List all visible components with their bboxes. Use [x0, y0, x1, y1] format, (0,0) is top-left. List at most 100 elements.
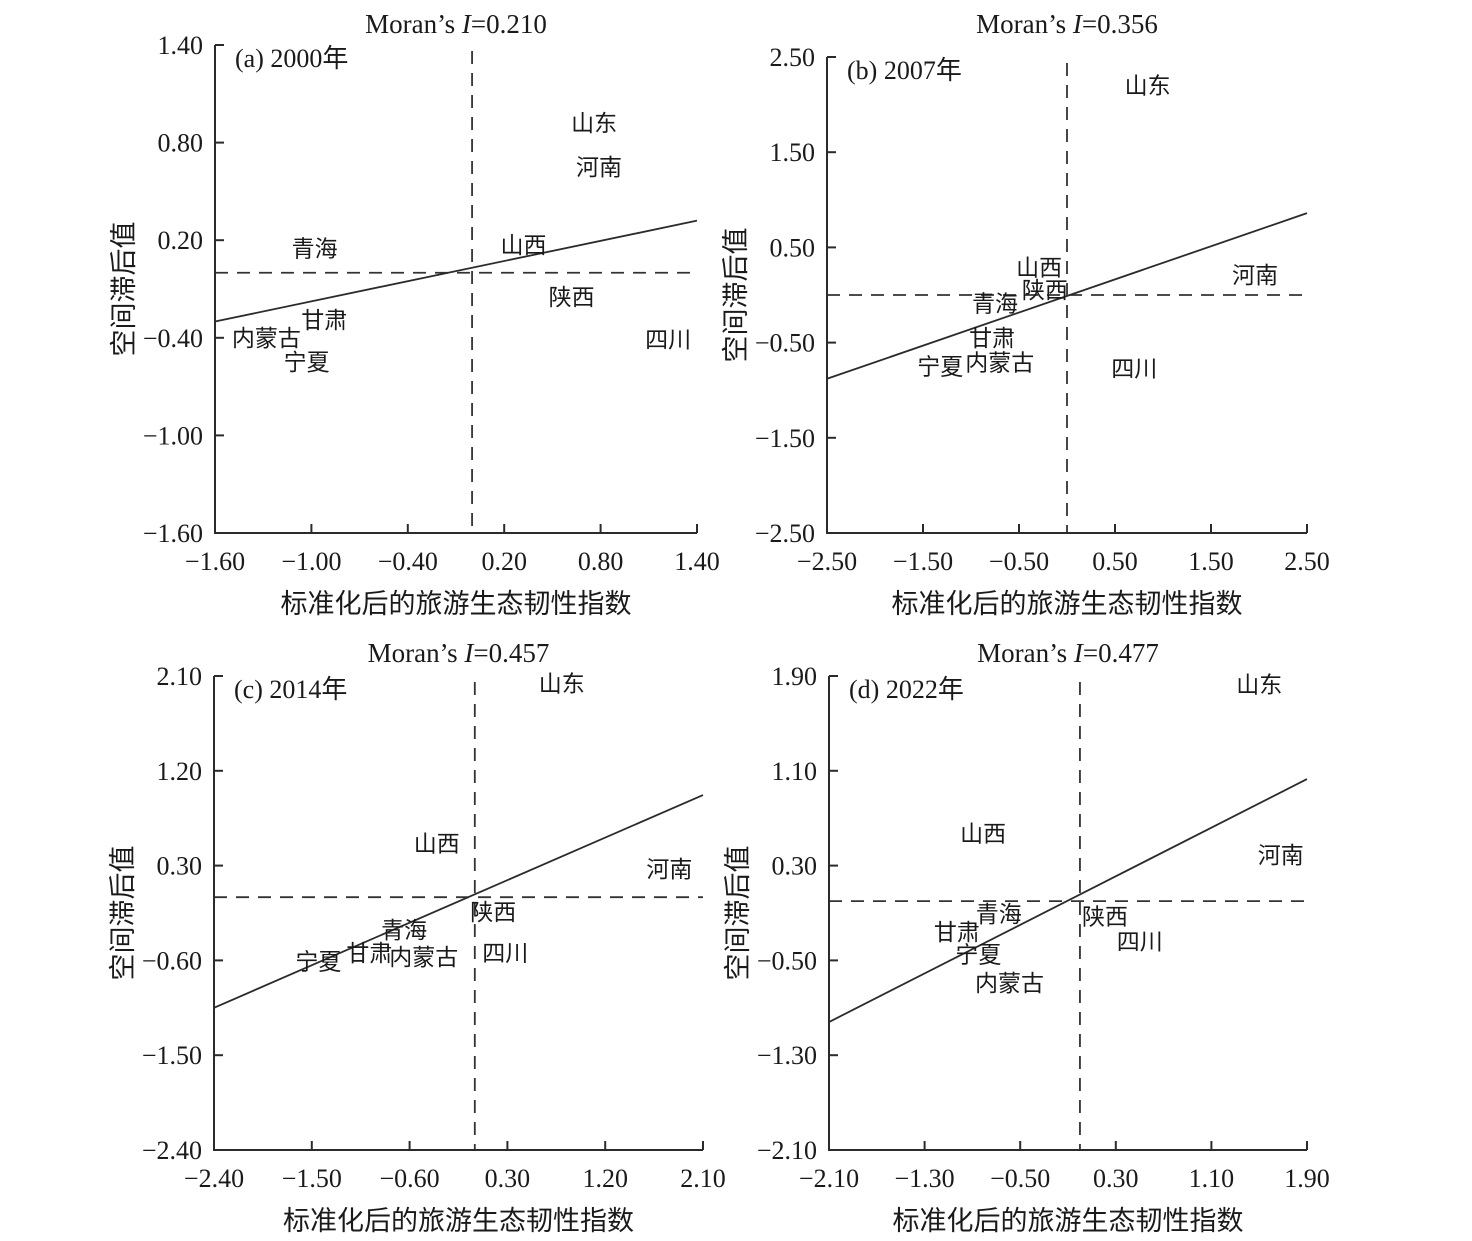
x-axis-title: 标准化后的旅游生态韧性指数: [892, 589, 1243, 619]
province-label: 甘肃: [301, 308, 347, 333]
y-axis-title: 空间滞后值: [108, 846, 138, 981]
moran-title: Moran’s I=0.477: [977, 638, 1159, 668]
x-tick-label: 1.40: [674, 547, 720, 576]
province-label: 四川: [1117, 929, 1163, 954]
y-tick-label: −0.50: [755, 329, 815, 358]
x-tick-label: −0.40: [378, 547, 438, 576]
province-label: 河南: [1258, 843, 1304, 868]
province-label: 内蒙古: [975, 971, 1044, 996]
x-tick-label: −1.00: [281, 547, 341, 576]
y-tick-label: 0.50: [770, 233, 816, 262]
province-label: 山西: [960, 822, 1006, 847]
y-tick-label: −1.30: [757, 1041, 817, 1070]
panel-b: −2.50 −1.50 −0.50 0.50 1.50 2.50 2.50 1.50 0.50 −…: [721, 9, 1330, 619]
x-axis-title: 标准化后的旅游生态韧性指数: [281, 589, 632, 619]
x-tick-label: −1.50: [282, 1164, 342, 1193]
x-tick-label: 0.30: [485, 1164, 531, 1193]
province-label: 山东: [1125, 74, 1171, 99]
x-tick-label: 1.20: [582, 1164, 628, 1193]
x-tick-label: −1.50: [893, 547, 953, 576]
y-tick-label: −2.40: [142, 1136, 202, 1165]
province-label: 宁夏: [917, 354, 963, 379]
y-tick-label: −0.60: [142, 946, 202, 975]
panel-year-label: (d) 2022年: [849, 675, 964, 704]
x-tick-label: 1.10: [1189, 1164, 1235, 1193]
x-tick-label: 1.50: [1188, 547, 1234, 576]
x-tick-label: −2.10: [799, 1164, 859, 1193]
y-tick-label: −1.60: [143, 519, 203, 548]
x-tick-label: 0.20: [481, 547, 527, 576]
y-tick-label: −1.50: [142, 1041, 202, 1070]
province-label: 青海: [381, 918, 427, 943]
province-label: 河南: [646, 857, 692, 882]
y-tick-label: −0.40: [143, 324, 203, 353]
trend-line: [826, 212, 1308, 380]
province-label: 宁夏: [295, 949, 341, 974]
y-tick-label: 0.20: [158, 226, 204, 255]
province-label: 四川: [645, 327, 691, 352]
moran-title: Moran’s I=0.457: [368, 638, 550, 668]
x-tick-label: 0.50: [1092, 547, 1138, 576]
axes: [828, 676, 1307, 1151]
panel-c: −2.40 −1.50 −0.60 0.30 1.20 2.10 2.10 1.20 0.30 −…: [108, 638, 726, 1236]
province-label: 内蒙古: [965, 351, 1034, 376]
trend-line: [214, 219, 698, 323]
province-label: 陕西: [1022, 278, 1068, 303]
province-label: 甘肃: [934, 920, 980, 945]
moran-title: Moran’s I=0.210: [365, 9, 547, 39]
moran-title: Moran’s I=0.356: [976, 9, 1158, 39]
y-tick-label: −2.50: [755, 519, 815, 548]
province-label: 山西: [1016, 255, 1062, 280]
x-tick-label: 0.30: [1093, 1164, 1139, 1193]
x-tick-label: −1.60: [185, 547, 245, 576]
province-label: 陕西: [470, 900, 516, 925]
x-tick-label: −1.30: [895, 1164, 955, 1193]
panel-year-label: (b) 2007年: [847, 56, 962, 85]
province-label: 青海: [972, 292, 1018, 317]
panel-year-label: (c) 2014年: [234, 675, 347, 704]
y-tick-label: 1.40: [158, 31, 204, 60]
province-label: 内蒙古: [232, 326, 301, 351]
x-tick-label: −2.50: [797, 547, 857, 576]
province-label: 河南: [576, 155, 622, 180]
x-tick-label: −0.50: [990, 1164, 1050, 1193]
province-label: 内蒙古: [389, 945, 458, 970]
province-label: 甘肃: [346, 941, 392, 966]
province-label: 山西: [414, 831, 460, 856]
x-axis-title: 标准化后的旅游生态韧性指数: [893, 1206, 1244, 1236]
x-tick-label: −2.40: [184, 1164, 244, 1193]
y-tick-label: 0.80: [158, 129, 204, 158]
province-label: 山东: [539, 671, 585, 696]
x-tick-label: −0.50: [989, 547, 1049, 576]
y-axis-title: 空间滞后值: [721, 228, 751, 363]
panel-a: −1.60 −1.00 −0.40 0.20 0.80 1.40 1.40 0.80 0.20 −…: [109, 9, 720, 619]
y-tick-label: 1.10: [772, 757, 818, 786]
province-label: 青海: [292, 236, 338, 261]
province-label: 陕西: [549, 285, 595, 310]
panel-d: −2.10 −1.30 −0.50 0.30 1.10 1.90 1.90 1.10 0.30 −…: [723, 638, 1330, 1236]
x-tick-label: 1.90: [1284, 1164, 1330, 1193]
y-tick-label: −0.50: [757, 946, 817, 975]
y-axis-title: 空间滞后值: [109, 222, 139, 357]
y-tick-label: 0.30: [772, 852, 818, 881]
x-tick-label: 0.80: [578, 547, 624, 576]
axes: [214, 45, 697, 534]
province-label: 河南: [1232, 263, 1278, 288]
province-label: 四川: [482, 941, 528, 966]
trend-line: [828, 778, 1308, 1023]
province-label: 甘肃: [969, 326, 1015, 351]
y-tick-label: −1.00: [143, 421, 203, 450]
y-tick-label: 2.50: [770, 43, 816, 72]
y-tick-label: −1.50: [755, 424, 815, 453]
province-label: 陕西: [1082, 905, 1128, 930]
y-tick-label: 1.20: [157, 757, 203, 786]
x-tick-label: 2.50: [1284, 547, 1330, 576]
province-label: 宁夏: [284, 350, 330, 375]
y-tick-label: 2.10: [157, 662, 203, 691]
x-tick-label: 2.10: [680, 1164, 726, 1193]
y-tick-label: −2.10: [757, 1136, 817, 1165]
panel-year-label: (a) 2000年: [235, 44, 348, 73]
province-label: 青海: [976, 902, 1022, 927]
